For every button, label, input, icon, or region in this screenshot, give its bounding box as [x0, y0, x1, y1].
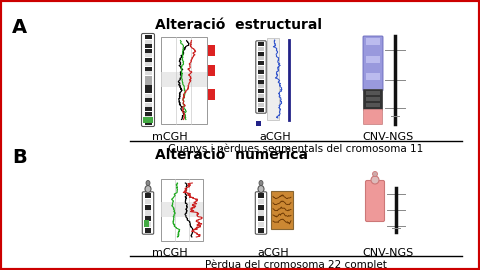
Bar — [144, 98, 152, 102]
Bar — [258, 93, 264, 98]
Bar — [267, 38, 279, 120]
Bar — [144, 71, 152, 75]
Bar — [144, 53, 152, 57]
Bar — [258, 103, 264, 107]
Bar — [258, 47, 264, 51]
Bar — [161, 36, 207, 123]
Bar — [144, 112, 152, 116]
Text: A: A — [12, 18, 27, 37]
Bar — [144, 94, 152, 98]
Text: Pèrdua del cromosoma 22 complet: Pèrdua del cromosoma 22 complet — [205, 259, 387, 269]
Bar — [143, 117, 153, 123]
Bar — [144, 121, 152, 125]
Bar — [144, 103, 152, 107]
Text: Guanys i pèrdues segmentals del cromosoma 11: Guanys i pèrdues segmentals del cromosom… — [168, 143, 424, 154]
FancyBboxPatch shape — [142, 192, 154, 234]
Text: mCGH: mCGH — [152, 248, 188, 258]
Bar — [208, 89, 215, 100]
FancyBboxPatch shape — [256, 41, 266, 113]
FancyBboxPatch shape — [363, 89, 383, 110]
Bar — [144, 193, 151, 198]
Bar — [258, 107, 264, 112]
Text: Alteració  estructural: Alteració estructural — [155, 18, 322, 32]
FancyBboxPatch shape — [255, 192, 267, 234]
Text: aCGH: aCGH — [257, 248, 289, 258]
Bar — [256, 121, 261, 126]
Bar — [258, 216, 264, 221]
Ellipse shape — [372, 171, 377, 177]
Bar — [258, 98, 264, 103]
Bar — [366, 103, 380, 107]
Bar — [258, 199, 264, 204]
Bar — [258, 61, 264, 65]
FancyBboxPatch shape — [142, 33, 155, 127]
Ellipse shape — [146, 181, 150, 185]
Bar — [144, 210, 151, 215]
Bar — [258, 56, 264, 60]
Bar — [258, 228, 264, 233]
FancyBboxPatch shape — [365, 181, 384, 221]
Bar — [144, 62, 152, 66]
Bar — [258, 42, 264, 46]
FancyBboxPatch shape — [363, 36, 383, 91]
Bar — [144, 67, 152, 71]
Bar — [144, 49, 152, 53]
Bar — [161, 72, 207, 87]
Bar — [144, 116, 152, 120]
Bar — [144, 107, 152, 111]
Bar — [144, 228, 151, 233]
Bar — [208, 45, 215, 56]
Ellipse shape — [145, 185, 151, 193]
Bar — [144, 85, 152, 89]
Bar — [258, 210, 264, 215]
Bar — [366, 73, 380, 80]
Bar — [258, 89, 264, 93]
Bar — [366, 38, 380, 45]
Bar — [144, 222, 151, 227]
Bar — [208, 65, 215, 76]
Bar — [144, 205, 151, 210]
Bar — [366, 56, 380, 62]
Bar — [144, 216, 151, 221]
Bar — [258, 70, 264, 75]
Bar — [258, 66, 264, 70]
Bar — [144, 40, 152, 44]
Text: aCGH: aCGH — [259, 131, 291, 141]
Bar — [144, 44, 152, 48]
Ellipse shape — [371, 176, 379, 184]
Bar — [258, 205, 264, 210]
Ellipse shape — [259, 181, 263, 185]
Bar — [144, 58, 152, 62]
Bar — [144, 89, 152, 93]
FancyBboxPatch shape — [363, 110, 383, 124]
Bar — [258, 80, 264, 84]
Ellipse shape — [258, 185, 264, 193]
Bar — [144, 80, 152, 84]
Text: mCGH: mCGH — [152, 131, 188, 141]
Text: CNV-NGS: CNV-NGS — [362, 248, 414, 258]
Bar — [144, 76, 152, 85]
Bar — [258, 75, 264, 79]
Bar — [161, 202, 203, 217]
Bar — [161, 179, 203, 241]
Text: Alteració  numèrica: Alteració numèrica — [155, 148, 308, 162]
Bar — [366, 97, 380, 101]
Bar — [144, 199, 151, 204]
Bar — [258, 84, 264, 89]
Text: B: B — [12, 148, 27, 167]
Bar — [258, 222, 264, 227]
Bar — [144, 35, 152, 39]
Bar — [144, 76, 152, 80]
Text: CNV-NGS: CNV-NGS — [362, 131, 414, 141]
Bar — [258, 52, 264, 56]
Bar — [144, 220, 149, 227]
Bar — [366, 91, 380, 95]
Bar — [258, 193, 264, 198]
Bar — [271, 191, 293, 229]
